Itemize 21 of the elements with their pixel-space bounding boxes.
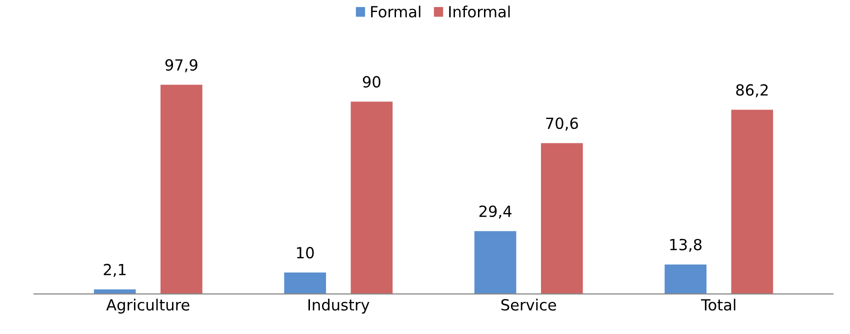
data-label: 90 (362, 76, 380, 88)
bar (664, 264, 706, 294)
data-label: 13,8 (670, 238, 702, 252)
data-label: 29,4 (479, 205, 512, 219)
legend-label: Formal (371, 6, 420, 18)
data-label: 2,1 (104, 264, 126, 277)
x-tick-label: Total (700, 298, 736, 311)
data-label: 70,6 (546, 117, 578, 131)
data-label: 97,9 (165, 59, 198, 72)
legend-label: Informal (449, 6, 510, 18)
x-tick-label: Service (501, 298, 556, 311)
x-tick-label: Agriculture (106, 298, 190, 314)
data-label: 86,2 (736, 84, 768, 98)
bar (540, 143, 583, 294)
x-tick-label: Industry (308, 298, 370, 314)
bar (284, 272, 326, 294)
data-label: 10 (297, 246, 314, 258)
bar (731, 110, 774, 294)
bar (160, 84, 202, 294)
bar (474, 231, 516, 294)
bar (350, 102, 393, 294)
